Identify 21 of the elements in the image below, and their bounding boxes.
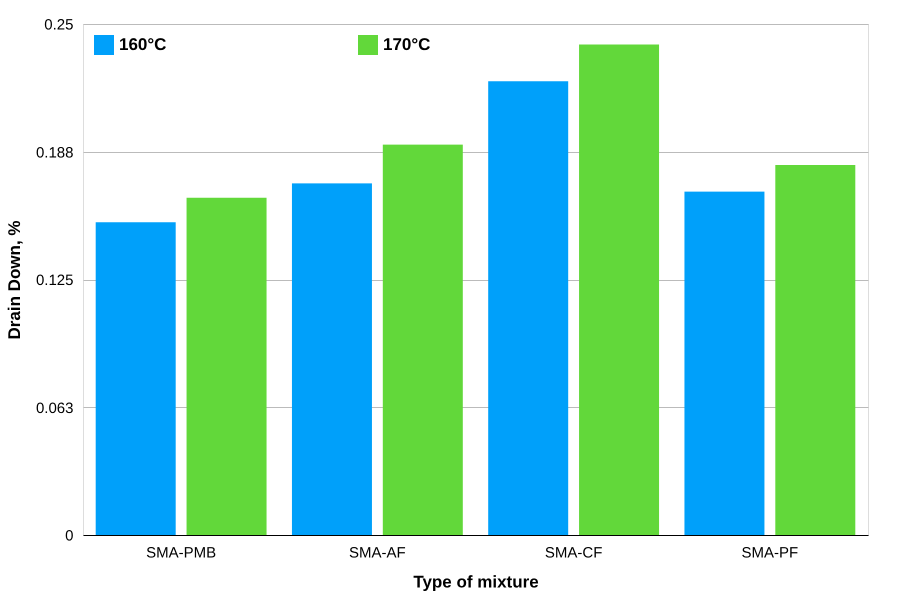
y-tick-label: 0.125 [36,272,74,289]
bar [684,192,764,535]
y-tick-label: 0.25 [44,16,74,34]
y-tick-label: 0.188 [36,144,74,162]
x-tick-label: SMA-AF [349,544,406,562]
x-tick-label: SMA-CF [544,544,602,562]
y-axis-title: Drain Down, % [4,220,24,340]
y-tick-label: 0 [65,528,74,544]
x-axis-title: Type of mixture [413,572,539,592]
x-tick-label: SMA-PF [742,544,798,562]
bar [488,81,568,535]
x-tick-label: SMA-PMB [146,544,216,562]
bar [292,183,372,535]
bar [96,222,176,535]
bar [382,144,463,535]
y-tick-label: 0.063 [36,400,74,417]
bar [775,165,856,535]
bar [579,44,660,535]
bar [186,198,267,535]
legend-label: 170°C [383,35,430,54]
legend-label: 160°C [119,35,166,54]
